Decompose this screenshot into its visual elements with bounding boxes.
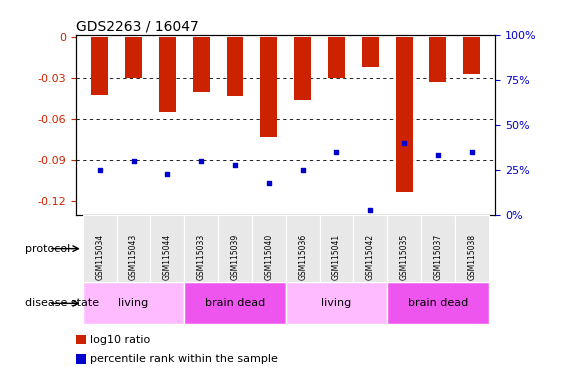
Text: protocol: protocol xyxy=(25,243,70,254)
Point xyxy=(129,158,138,164)
Text: GSM115043: GSM115043 xyxy=(129,234,138,280)
Text: GSM115041: GSM115041 xyxy=(332,234,341,280)
Bar xyxy=(463,37,480,74)
Bar xyxy=(362,37,379,67)
Text: GSM115037: GSM115037 xyxy=(434,234,443,280)
Bar xyxy=(184,282,286,324)
Text: before transplantation: before transplantation xyxy=(122,243,247,254)
Text: GSM115036: GSM115036 xyxy=(298,234,307,280)
Point xyxy=(264,179,273,185)
Bar xyxy=(328,37,345,78)
Point xyxy=(230,161,239,167)
Point xyxy=(400,140,409,146)
Text: GSM115042: GSM115042 xyxy=(366,234,375,280)
Bar xyxy=(260,37,277,137)
Bar xyxy=(91,37,108,95)
Text: living: living xyxy=(118,298,149,308)
Text: GSM115040: GSM115040 xyxy=(264,234,273,280)
Bar xyxy=(294,37,311,100)
Point xyxy=(95,167,104,173)
Point xyxy=(467,149,476,155)
Point xyxy=(196,158,205,164)
Bar xyxy=(286,282,387,324)
Text: disease state: disease state xyxy=(25,298,100,308)
Text: living: living xyxy=(321,298,351,308)
Bar xyxy=(83,215,286,282)
Point xyxy=(434,152,443,159)
Point xyxy=(298,167,307,173)
Bar xyxy=(159,37,176,113)
Bar xyxy=(396,37,413,192)
Bar xyxy=(430,37,446,83)
Text: GSM115044: GSM115044 xyxy=(163,234,172,280)
Text: GSM115035: GSM115035 xyxy=(400,234,409,280)
Bar xyxy=(387,282,489,324)
Text: GSM115038: GSM115038 xyxy=(467,234,476,280)
Text: GSM115039: GSM115039 xyxy=(230,234,239,280)
Point xyxy=(332,149,341,155)
Bar xyxy=(226,37,243,96)
Text: GDS2263 / 16047: GDS2263 / 16047 xyxy=(76,20,199,33)
Point xyxy=(366,207,375,213)
Text: percentile rank within the sample: percentile rank within the sample xyxy=(90,354,278,364)
Point xyxy=(163,170,172,177)
Bar xyxy=(286,215,489,282)
Bar xyxy=(193,37,209,92)
Text: GSM115033: GSM115033 xyxy=(196,234,205,280)
Text: brain dead: brain dead xyxy=(205,298,265,308)
Text: after transplantation: after transplantation xyxy=(329,243,445,254)
Bar xyxy=(83,282,184,324)
Bar xyxy=(125,37,142,78)
Text: brain dead: brain dead xyxy=(408,298,468,308)
Text: GSM115034: GSM115034 xyxy=(95,234,104,280)
Text: log10 ratio: log10 ratio xyxy=(90,335,150,345)
